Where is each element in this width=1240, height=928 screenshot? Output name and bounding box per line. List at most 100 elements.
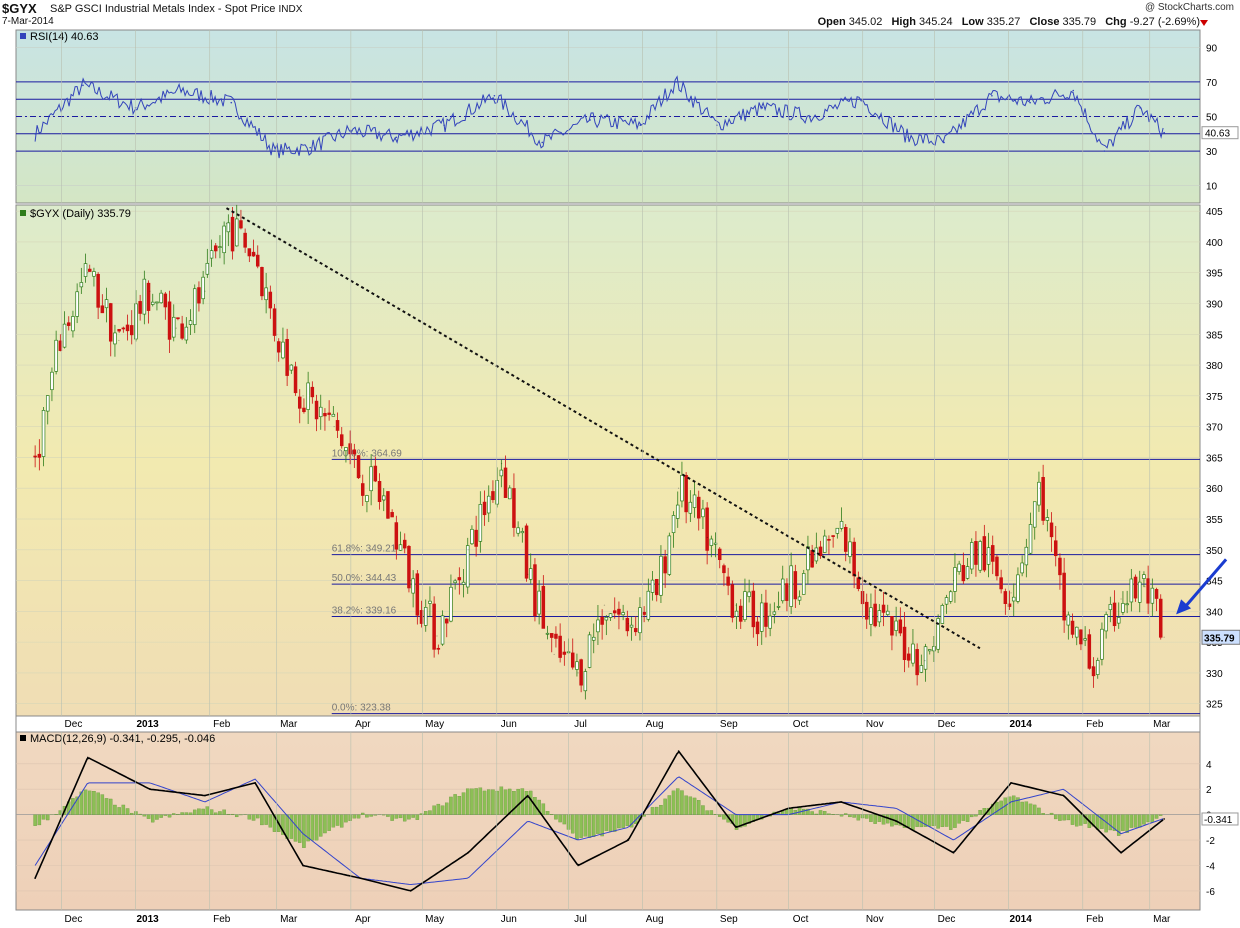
macd-y-tick-label: -4 <box>1206 862 1215 873</box>
macd-histogram-bar <box>848 814 852 818</box>
candle-up <box>486 495 491 514</box>
macd-histogram-bar <box>365 814 369 818</box>
candle-down <box>617 608 621 615</box>
macd-histogram-bar <box>827 813 831 815</box>
low-value: 335.27 <box>986 16 1021 28</box>
candle-down <box>348 443 352 455</box>
x-tick-label: Jul <box>574 914 587 925</box>
macd-histogram-bar <box>453 794 457 815</box>
candle-up <box>423 607 428 626</box>
candle-down <box>407 546 411 589</box>
rsi-legend-swatch <box>20 33 26 39</box>
candle-up <box>331 413 336 417</box>
candle-down <box>642 611 646 615</box>
candle-up <box>545 632 550 635</box>
candle-down <box>1091 666 1096 677</box>
macd-histogram-bar <box>465 788 470 815</box>
x-tick-label: Dec <box>938 719 956 730</box>
candle-up <box>440 615 445 645</box>
price-y-tick-label: 360 <box>1206 484 1223 495</box>
candle-down <box>108 303 113 342</box>
candle-up <box>911 643 915 664</box>
x-tick-label: 2013 <box>136 719 159 730</box>
macd-histogram-bar <box>579 814 583 838</box>
candle-up <box>591 636 596 641</box>
candle-up <box>507 487 512 500</box>
price-point <box>656 592 658 594</box>
rsi-point <box>230 101 233 104</box>
candle-up <box>478 504 483 542</box>
x-tick-label: Mar <box>280 914 298 925</box>
candle-up <box>1011 596 1016 602</box>
macd-point <box>840 801 843 803</box>
candle-down <box>386 491 390 519</box>
x-tick-label: Dec <box>938 914 956 925</box>
macd-histogram-bar <box>881 814 886 825</box>
macd-histogram-bar <box>411 814 415 818</box>
candle-up <box>940 605 945 624</box>
macd-histogram-bar <box>33 814 37 826</box>
candle-up <box>608 613 613 618</box>
macd-histogram-bar <box>486 789 491 815</box>
candle-down <box>100 305 105 314</box>
candle-up <box>885 610 890 615</box>
candle-up <box>944 597 949 605</box>
candle-down <box>377 481 382 503</box>
candle-up <box>659 555 663 596</box>
x-tick-label: Jul <box>574 719 587 730</box>
macd-histogram-bar <box>864 814 869 819</box>
price-y-tick-label: 375 <box>1206 392 1223 403</box>
macd-y-tick-label: -2 <box>1206 836 1215 847</box>
candle-up <box>470 528 474 545</box>
candle-up <box>713 542 718 545</box>
macd-histogram-bar <box>974 814 978 817</box>
macd-histogram-bar <box>264 814 268 825</box>
rsi-point <box>82 84 84 87</box>
candle-up <box>113 332 117 345</box>
x-tick-label: 2014 <box>1010 719 1033 730</box>
rsi-point <box>1163 131 1165 134</box>
macd-histogram-bar <box>957 814 961 824</box>
candle-up <box>344 447 348 452</box>
rsi-point <box>1139 107 1142 109</box>
candle-down <box>285 339 289 376</box>
candle-up <box>150 301 155 305</box>
candle-up <box>171 316 176 338</box>
macd-histogram-bar <box>684 795 688 815</box>
x-tick-label: Dec <box>65 914 83 925</box>
candle-down <box>982 536 987 571</box>
macd-histogram-bar <box>528 790 533 815</box>
candle-up <box>45 395 50 412</box>
macd-histogram-bar <box>444 802 449 815</box>
macd-histogram-bar <box>142 814 147 817</box>
macd-histogram-bar <box>356 814 361 819</box>
macd-histogram-bar <box>121 804 126 815</box>
candle-down <box>974 541 978 565</box>
candle-up <box>936 618 940 650</box>
macd-histogram-bar <box>327 814 331 831</box>
candle-down <box>251 251 256 257</box>
price-y-tick-label: 355 <box>1206 515 1223 526</box>
macd-histogram-bar <box>352 814 357 819</box>
macd-histogram-bar <box>58 810 63 815</box>
macd-title: MACD(12,26,9) -0.341, -0.295, -0.046 <box>30 733 215 745</box>
price-point <box>869 610 871 612</box>
macd-histogram-bar <box>932 814 936 826</box>
candle-up <box>629 624 634 628</box>
macd-last-box <box>1201 812 1239 826</box>
macd-histogram-bar <box>163 814 168 816</box>
macd-histogram-bar <box>394 814 399 819</box>
candle-down <box>705 507 709 551</box>
macd-histogram-bar <box>171 813 176 815</box>
macd-histogram-bar <box>818 810 823 815</box>
macd-histogram-bar <box>558 814 562 823</box>
price-y-tick-label: 370 <box>1206 423 1223 434</box>
candle-down <box>873 603 877 627</box>
macd-histogram-bar <box>474 788 478 815</box>
macd-histogram-bar <box>940 814 945 827</box>
x-tick-label: Mar <box>1153 914 1171 925</box>
macd-histogram-bar <box>1146 814 1150 823</box>
price-y-tick-label: 330 <box>1206 669 1223 680</box>
candle-down <box>961 565 966 582</box>
candle-down <box>512 488 516 528</box>
